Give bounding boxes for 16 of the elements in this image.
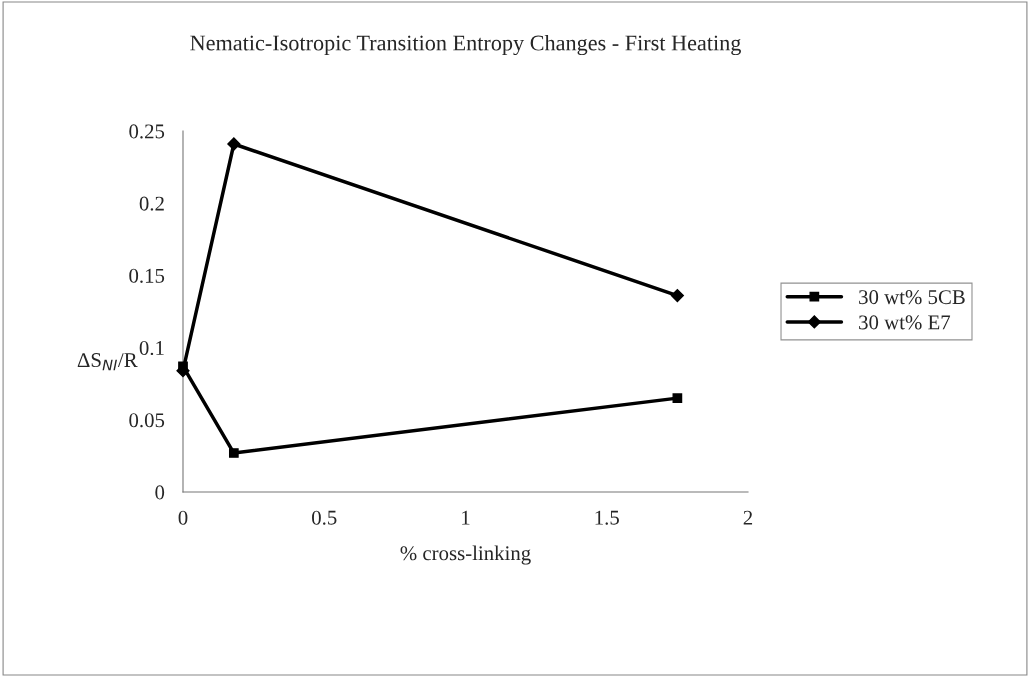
y-axis-title: ΔS$_{NI}$/R (77, 353, 138, 371)
legend-label: 30 wt% 5CB (859, 290, 965, 305)
y-tick-label: 0.1 (139, 340, 164, 356)
y-tick-label: 0.25 (129, 124, 165, 139)
x-axis-title: % cross-linking (400, 545, 531, 565)
legend-label: 30 wt% E7 (859, 315, 951, 330)
y-tick-label: 0.15 (129, 268, 165, 283)
chart-title: Nematic-Isotropic Transition Entropy Changes - First Heating (190, 34, 741, 56)
y-tick-label: 0 (155, 485, 165, 500)
y-tick-label: 0.05 (129, 413, 165, 428)
x-tick-label: 1 (462, 510, 470, 525)
x-tick-label: 1.5 (595, 510, 619, 525)
x-tick-label: 2 (743, 510, 753, 525)
y-tick-label: 0.2 (139, 196, 164, 211)
x-tick-label: 0 (178, 510, 188, 525)
x-tick-label: 0.5 (312, 510, 337, 525)
